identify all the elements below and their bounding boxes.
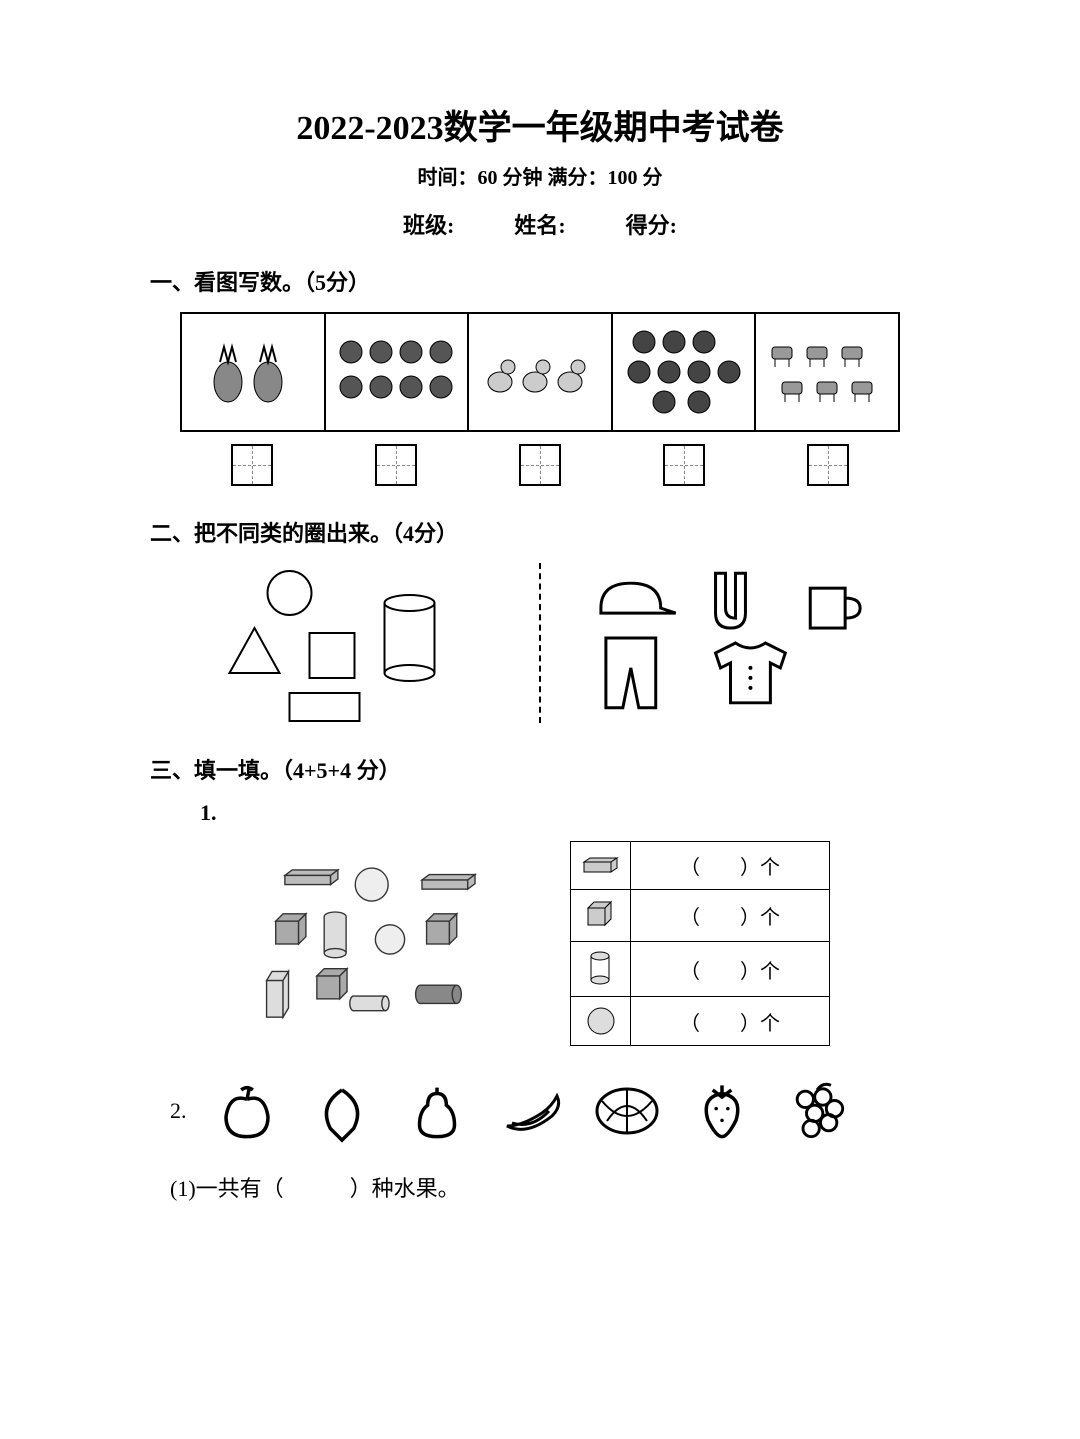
answer-box[interactable] [231, 444, 273, 486]
cube-icon [571, 890, 631, 942]
table-answer[interactable]: （ ）个 [631, 842, 830, 890]
q1-cell-flowers [326, 314, 470, 430]
table-answer[interactable]: （ ）个 [631, 942, 830, 997]
exam-subtitle: 时间：60 分钟 满分：100 分 [150, 161, 930, 190]
q1-cell-cattle [756, 314, 898, 430]
pear-icon [402, 1076, 472, 1146]
q3-1-shapes [230, 844, 550, 1044]
answer-box[interactable] [663, 444, 705, 486]
banana-icon [497, 1076, 567, 1146]
answer-box[interactable] [375, 444, 417, 486]
score-label[interactable]: 得分: [626, 208, 677, 240]
section1-title: 一、看图写数。（5分） [150, 265, 930, 297]
q3-1-table: （ ）个 （ ）个 （ ）个 （ ）个 [570, 841, 830, 1046]
watermelon-icon [592, 1076, 662, 1146]
q3-1-label: 1. [200, 800, 930, 826]
answer-box[interactable] [519, 444, 561, 486]
q3-2-question1[interactable]: (1)一共有（ ）种水果。 [170, 1171, 930, 1203]
table-row: （ ）个 [571, 942, 830, 997]
table-row: （ ）个 [571, 997, 830, 1046]
table-row: （ ）个 [571, 842, 830, 890]
answer-box[interactable] [807, 444, 849, 486]
q1-images-row [180, 312, 900, 432]
peach-icon [307, 1076, 377, 1146]
q2-divider [539, 563, 541, 723]
q1-cell-tomatoes [613, 314, 757, 430]
cuboid-icon [571, 842, 631, 890]
info-row: 班级: 姓名: 得分: [150, 208, 930, 240]
q1-cell-ducks [469, 314, 613, 430]
table-answer[interactable]: （ ）个 [631, 997, 830, 1046]
q2-container [190, 563, 890, 723]
q3-2-container: 2. [170, 1076, 890, 1146]
sphere-icon [571, 997, 631, 1046]
q1-answer-boxes [180, 444, 900, 486]
exam-title: 2022-2023数学一年级期中考试卷 [150, 100, 930, 149]
grapes-icon [782, 1076, 852, 1146]
section3-title: 三、填一填。（4+5+4 分） [150, 753, 930, 785]
q3-2-label: 2. [170, 1098, 187, 1124]
q3-1-container: （ ）个 （ ）个 （ ）个 （ ）个 [230, 841, 830, 1046]
table-answer[interactable]: （ ）个 [631, 890, 830, 942]
apple-icon [212, 1076, 282, 1146]
cylinder-icon [571, 942, 631, 997]
class-label[interactable]: 班级: [403, 208, 454, 240]
q2-shapes[interactable] [190, 563, 509, 723]
table-row: （ ）个 [571, 890, 830, 942]
name-label[interactable]: 姓名: [514, 208, 565, 240]
strawberry-icon [687, 1076, 757, 1146]
q1-container [180, 312, 900, 486]
q2-clothes[interactable] [571, 563, 890, 723]
section2-title: 二、把不同类的圈出来。（4分） [150, 516, 930, 548]
q1-cell-pineapples [182, 314, 326, 430]
